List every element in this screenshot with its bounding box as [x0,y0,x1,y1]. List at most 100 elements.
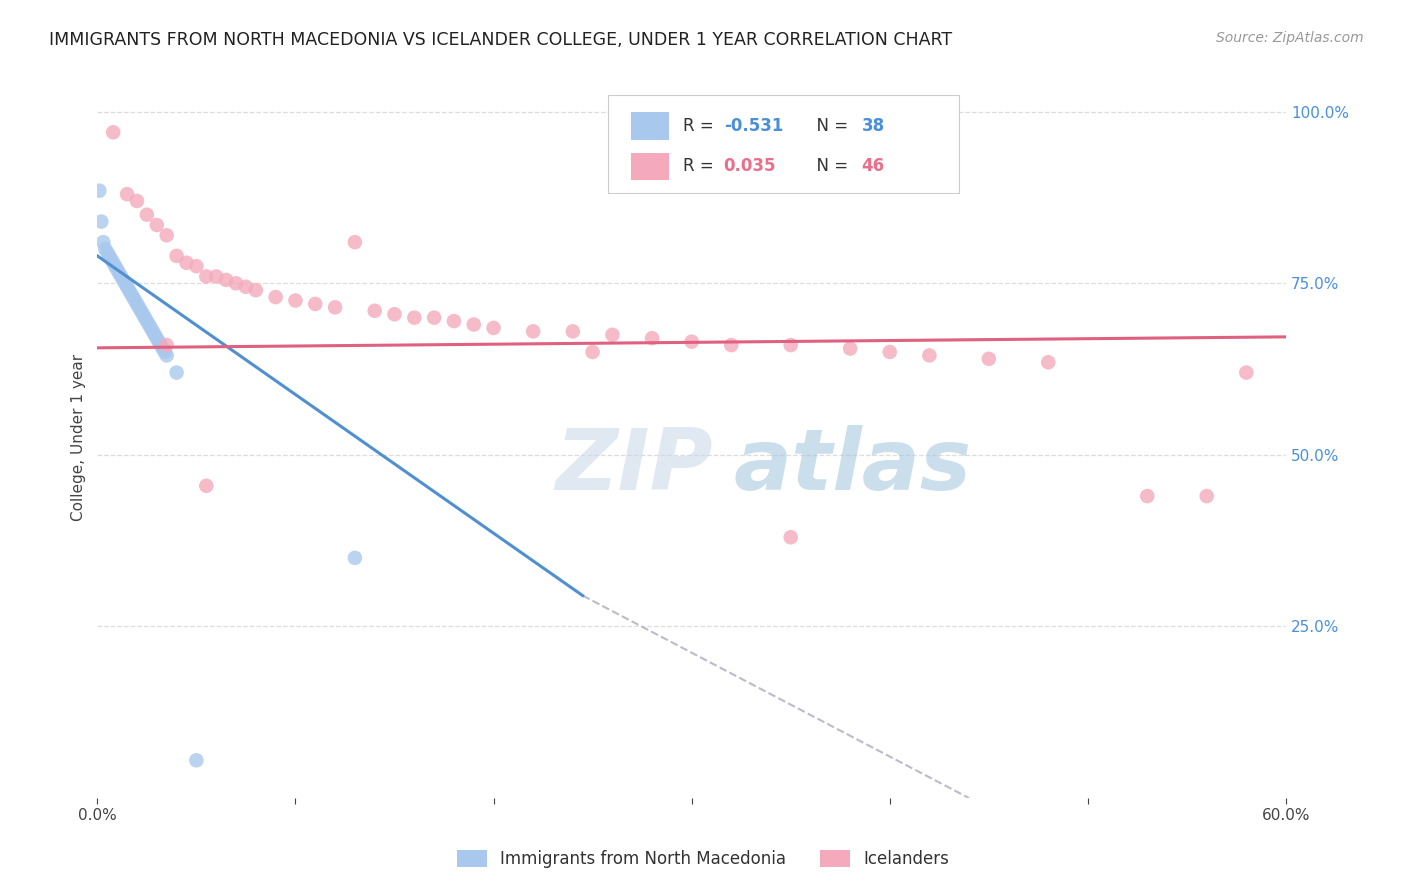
Point [89,184,111,198]
Point [115,279,138,293]
Point [602,327,624,342]
Text: 38: 38 [862,117,884,135]
Point [561,324,583,338]
Point [423,310,446,325]
Point [977,351,1000,366]
Point [918,348,941,362]
Point [134,310,156,325]
Point [128,301,150,315]
Point [149,338,172,352]
Text: 0.035: 0.035 [724,157,776,176]
Point [879,345,901,359]
Point [125,194,148,208]
Point [90,214,112,228]
Point [135,314,157,328]
Text: IMMIGRANTS FROM NORTH MACEDONIA VS ICELANDER COLLEGE, UNDER 1 YEAR CORRELATION C: IMMIGRANTS FROM NORTH MACEDONIA VS ICELA… [49,31,952,49]
Point [839,342,862,356]
Point [104,259,127,273]
Point [120,286,142,301]
Text: Source: ZipAtlas.com: Source: ZipAtlas.com [1216,31,1364,45]
Point [98,249,121,263]
Point [118,283,141,297]
Point [176,256,198,270]
Point [91,235,114,249]
Point [482,321,505,335]
Point [264,290,287,304]
Point [195,479,218,493]
Point [114,277,136,291]
Point [135,208,157,222]
Point [122,290,145,304]
Point [103,125,125,139]
Point [720,338,742,352]
Bar [631,153,669,180]
Point [124,293,146,308]
Point [522,324,544,338]
Point [186,753,208,767]
Point [215,273,238,287]
Point [156,338,179,352]
Point [110,269,132,284]
Point [166,249,188,263]
Point [779,530,801,544]
Point [384,307,406,321]
Point [146,218,169,232]
Point [103,256,125,270]
Point [166,366,188,380]
Point [108,266,131,280]
Point [195,269,218,284]
Text: R =: R = [683,117,720,135]
Point [1234,366,1257,380]
Point [142,324,165,338]
Point [681,334,703,349]
Point [138,318,160,332]
Point [1195,489,1218,503]
Point [139,321,162,335]
Text: -0.531: -0.531 [724,117,783,135]
Point [1136,489,1159,503]
Text: atlas: atlas [734,425,972,508]
Point [96,245,118,260]
Point [156,348,179,362]
Point [235,279,257,293]
Point [404,310,426,325]
Point [245,283,267,297]
Point [112,273,135,287]
Point [641,331,664,345]
FancyBboxPatch shape [609,95,959,193]
Text: ZIP: ZIP [555,425,713,508]
Legend: Immigrants from North Macedonia, Icelanders: Immigrants from North Macedonia, Iceland… [450,843,956,875]
Bar [631,112,669,139]
Point [1038,355,1060,369]
Point [225,277,247,291]
Y-axis label: College, Under 1 year: College, Under 1 year [72,354,86,521]
Point [205,269,228,284]
Point [363,303,385,318]
Point [156,228,179,243]
Point [148,334,170,349]
Point [152,342,174,356]
Point [304,297,326,311]
Text: 46: 46 [862,157,884,176]
Text: N =: N = [806,117,853,135]
Point [463,318,485,332]
Point [94,242,117,256]
Point [443,314,465,328]
Point [343,235,366,249]
Point [186,259,208,273]
Point [581,345,603,359]
Point [125,297,148,311]
Point [153,345,176,359]
Point [100,252,122,267]
Point [143,327,166,342]
Point [146,331,169,345]
Point [132,307,155,321]
Point [779,338,801,352]
Point [115,187,138,202]
Text: R =: R = [683,157,720,176]
Point [343,550,366,565]
Point [284,293,307,308]
Text: N =: N = [806,157,853,176]
Point [323,301,346,315]
Point [129,303,152,318]
